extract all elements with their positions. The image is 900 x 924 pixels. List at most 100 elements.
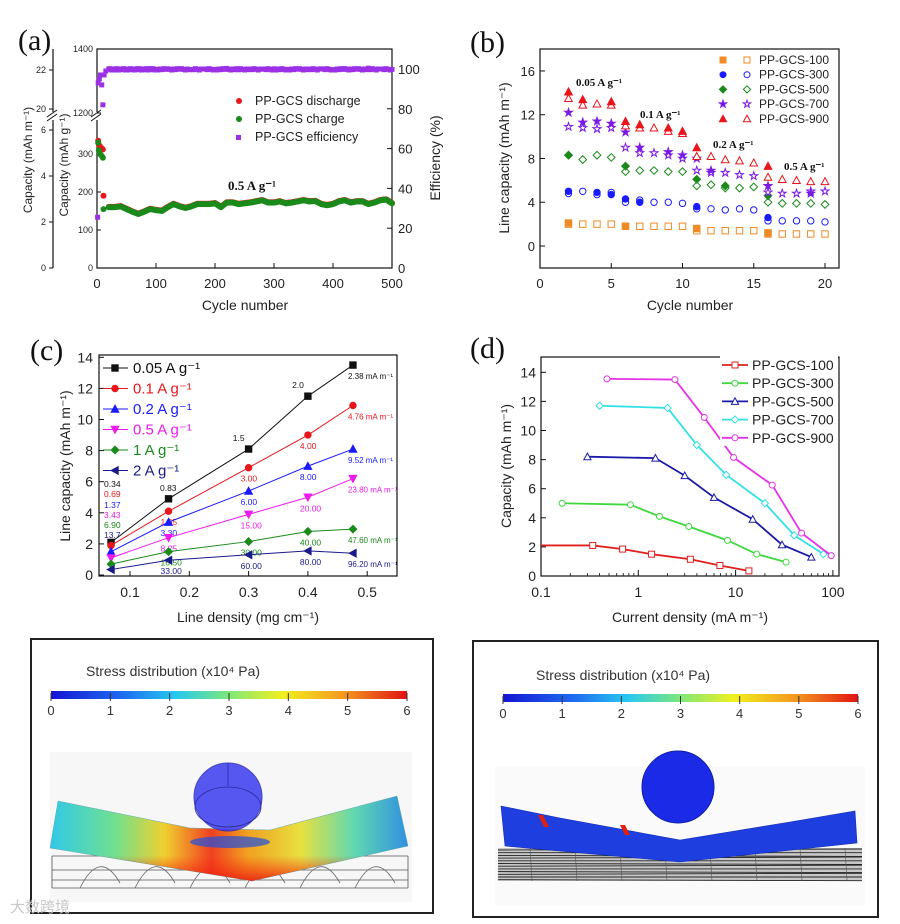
data-point: [680, 470, 690, 480]
axis-break-mark: [90, 113, 102, 122]
data-point-filled: [564, 187, 573, 196]
data-point: [582, 452, 592, 461]
data-point: [163, 533, 174, 543]
legend-marker: [111, 364, 119, 372]
data-point-open: [577, 122, 589, 133]
data-point: [692, 440, 702, 450]
series-PP-GCS-100: [564, 219, 829, 238]
point-label: 3.00: [241, 474, 258, 484]
point-label: 3.30: [161, 528, 178, 538]
y-outer-tick-label: 6: [41, 125, 46, 135]
y-tick-label: 12: [521, 108, 535, 123]
x-tick-label: 100: [821, 584, 845, 600]
x-axis-title: Cycle number: [647, 297, 734, 313]
data-point-filled: [636, 198, 644, 206]
data-point: [748, 514, 758, 523]
data-point-open: [593, 220, 601, 228]
data-point: [595, 401, 604, 411]
plot-frame: [96, 48, 393, 269]
legend-label: PP-GCS-700: [752, 412, 834, 428]
data-point-open: [763, 197, 773, 207]
series-PP-GCS-700: [563, 106, 831, 199]
data-point: [210, 67, 216, 73]
y-outer-axis-title: Capacity (mAh m⁻¹): [21, 107, 35, 213]
colorbar-title: Stress distribution (x10⁴ Pa): [536, 667, 710, 683]
data-point-open: [563, 93, 574, 103]
legend-label: 0.1 A g⁻¹: [133, 381, 192, 398]
y-tick-label: 0: [528, 568, 536, 584]
wireframe-coil: [299, 866, 341, 889]
y-axis-title: Line capacity (mAh m⁻¹): [57, 390, 73, 541]
x-axis-title: Cycle number: [202, 297, 289, 313]
colorbar-tick-label: 6: [403, 703, 410, 718]
y-tick-label: 0: [528, 239, 535, 254]
data-point-filled: [620, 126, 631, 137]
data-point-open: [734, 169, 745, 180]
data-point-open: [748, 170, 760, 181]
data-point: [163, 547, 174, 557]
data-point: [244, 445, 253, 453]
legend-marker: [110, 404, 120, 413]
legend-label: PP-GCS-500: [752, 393, 834, 409]
data-point-open: [735, 205, 744, 213]
data-point: [363, 67, 369, 73]
rate-annotation: 0.5 A g⁻¹: [784, 161, 825, 173]
data-point: [163, 555, 173, 565]
data-point-open: [692, 181, 702, 191]
data-point: [650, 453, 660, 462]
wire-mesh-line: [574, 847, 578, 882]
data-point-filled: [621, 195, 630, 203]
data-point: [281, 66, 287, 72]
data-point-open: [791, 198, 802, 208]
data-point: [269, 67, 275, 73]
axis-break-mark: [90, 109, 102, 118]
legend-marker-filled: [719, 71, 727, 79]
point-label: 20.00: [300, 503, 322, 513]
data-point-filled: [693, 202, 701, 211]
y-inner-axis-title: Capacity (mAh g⁻¹): [57, 113, 71, 216]
data-point-open: [721, 226, 729, 235]
point-label: 23.80 mA m⁻¹: [348, 486, 398, 495]
y-outer-tick-label: 22: [36, 65, 46, 75]
point-label: 6.90: [104, 520, 121, 530]
y-inner-tick-label: 1400: [73, 44, 93, 54]
data-point-open: [750, 226, 758, 235]
data-point: [243, 510, 254, 520]
legend-label: PP-GCS-100: [752, 357, 834, 373]
legend-label: PP-GCS-900: [752, 430, 834, 446]
colorbar-tick-label: 3: [677, 706, 684, 721]
legend-marker-open: [742, 85, 752, 94]
rate-annotation: 0.5 A g⁻¹: [228, 178, 276, 193]
data-point: [163, 517, 174, 526]
data-point-open: [762, 186, 774, 198]
x-tick-label: 500: [381, 276, 403, 291]
data-point-filled: [692, 174, 702, 184]
data-point: [164, 495, 173, 503]
data-point-open: [734, 155, 745, 165]
data-point-filled: [620, 161, 631, 171]
axis-break-mark: [46, 109, 58, 118]
data-point-open: [806, 176, 816, 186]
data-point: [798, 529, 806, 537]
data-point: [387, 67, 393, 73]
data-point-open: [634, 147, 646, 158]
colorbar-tick-label: 1: [559, 706, 566, 721]
rate-annotation: 0.2 A g⁻¹: [713, 139, 754, 151]
data-point-open: [820, 199, 830, 209]
data-point-filled: [591, 115, 603, 126]
y-tick-label: 14: [77, 349, 93, 365]
wire-mesh-line: [799, 847, 803, 882]
legend-marker: [236, 116, 242, 122]
data-point-open: [749, 182, 759, 192]
x-tick-label: 5: [608, 276, 615, 291]
stress-panel-e: Stress distribution (x10⁴ Pa) 0 1 2 3 4 5 6 大数跨境: [10, 638, 434, 916]
data-point-open: [749, 157, 759, 167]
y-tick-label: 8: [85, 443, 93, 459]
legend-bg: [720, 356, 838, 373]
series-PP-GCS-500: [582, 452, 816, 561]
data-point-open: [706, 180, 716, 190]
data-point-filled: [662, 146, 674, 157]
rate-annotation: 0.05 A g⁻¹: [576, 77, 622, 89]
y-inner-tick-label: 0: [88, 263, 93, 273]
x-axis-title: Line density (mg cm⁻¹): [177, 609, 319, 625]
